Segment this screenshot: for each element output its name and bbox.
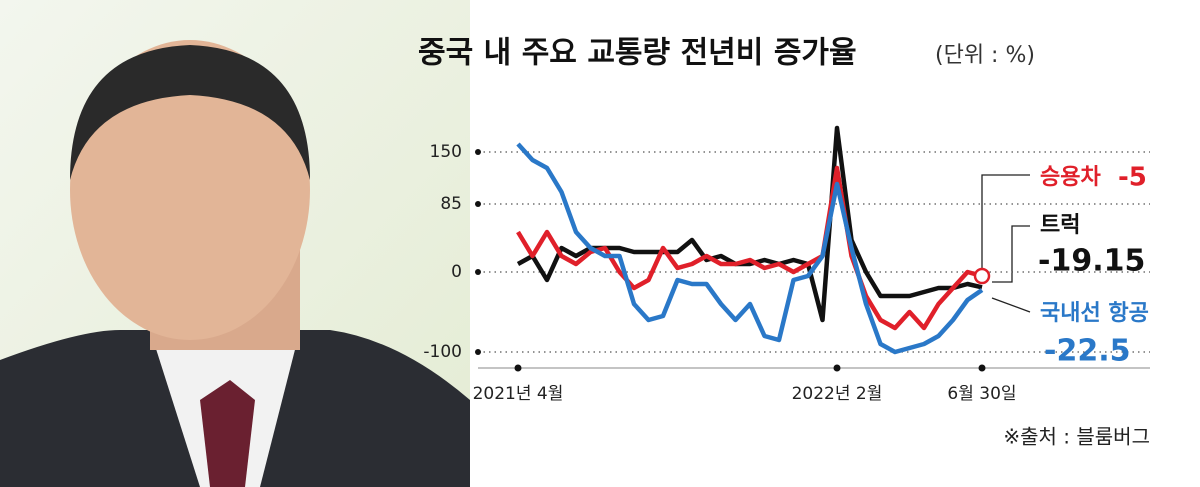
y-tick-dot [475,201,481,207]
x-tick-label: 2022년 2월 [792,384,883,404]
chart-subtitle: (단위 : %) [935,43,1035,68]
end-value-label: -22.5 [1044,334,1130,369]
source: ※출처 : 블룸버그 [1003,425,1150,449]
end-value-label: -19.15 [1038,244,1145,279]
y-tick-label: 0 [451,262,462,282]
x-tick-dot [833,364,841,372]
chart-title: 중국 내 주요 교통량 전년비 증가율 [418,36,857,71]
series-line [516,125,983,323]
x-tick-label: 2021년 4월 [473,384,564,404]
end-marker [973,267,991,285]
y-tick-label: 150 [430,142,462,162]
x-tick-dot [978,364,986,372]
x-tick-label: 6월 30일 [947,384,1016,404]
y-tick-label: 85 [440,194,462,214]
series-line [516,142,984,355]
legend-label: 국내선 항공 [1040,301,1149,326]
y-tick-label: -100 [423,342,462,362]
legend-label: 트럭 [1040,213,1080,238]
y-tick-dot [475,349,481,355]
y-tick-dot [475,149,481,155]
x-tick-dot [514,364,522,372]
photo [0,0,470,487]
end-value-label: -5 [1118,163,1147,193]
leaders [981,174,1031,313]
y-tick-dot [475,269,481,275]
legend-label: 승용차 [1040,165,1101,190]
